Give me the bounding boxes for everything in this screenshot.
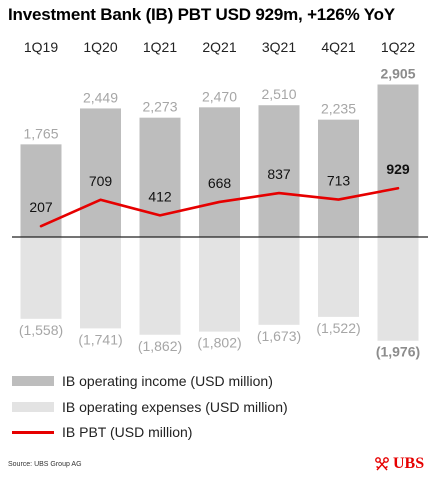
income-bar-3Q21 — [258, 105, 300, 237]
expense-bar-1Q22 — [377, 237, 419, 341]
category-label-1Q21: 1Q21 — [143, 39, 177, 55]
category-labels: 1Q19 1Q20 1Q21 2Q21 3Q21 4Q21 1Q22 — [24, 39, 415, 55]
expense-bar-4Q21 — [318, 237, 359, 317]
pbt-label-1Q21: 412 — [148, 188, 172, 204]
income-bar-4Q21 — [318, 119, 359, 237]
legend-label-income: IB operating income (USD million) — [62, 373, 273, 389]
expense-bar-3Q21 — [258, 237, 300, 325]
bar-marks — [20, 84, 419, 341]
expense-label-1Q20: (1,741) — [78, 331, 122, 347]
pbt-label-1Q22: 929 — [386, 161, 410, 177]
income-bar-1Q22 — [377, 84, 419, 237]
pbt-label-2Q21: 668 — [208, 175, 232, 191]
source-note: Source: UBS Group AG — [8, 461, 82, 468]
expense-label-1Q21: (1,862) — [138, 338, 182, 354]
chart-title: Investment Bank (IB) PBT USD 929m, +126%… — [8, 5, 395, 24]
ubs-wordmark: UBS — [393, 455, 425, 472]
expense-label-2Q21: (1,802) — [197, 335, 241, 351]
income-label-1Q19: 1,765 — [23, 125, 58, 141]
gray-bar-swatch — [12, 376, 54, 386]
legend-item-expenses: IB operating expenses (USD million) — [12, 397, 312, 417]
expense-label-1Q22: (1,976) — [376, 344, 420, 360]
light-gray-bar-swatch — [12, 402, 54, 412]
income-bar-1Q21 — [139, 117, 181, 237]
legend-label-pbt: IB PBT (USD million) — [62, 424, 193, 440]
expense-bar-1Q19 — [20, 237, 62, 319]
pbt-label-4Q21: 713 — [327, 173, 351, 189]
pbt-line-series — [39, 186, 400, 228]
expense-label-3Q21: (1,673) — [257, 328, 301, 344]
ubs-logo: UBS — [374, 454, 432, 474]
legend-item-pbt: IB PBT (USD million) — [12, 422, 312, 442]
income-label-1Q22: 2,905 — [380, 65, 415, 81]
category-label-3Q21: 3Q21 — [262, 39, 296, 55]
value-labels: 1,765 (1,558) 207 2,449 (1,741) 709 2,273 (1,86… — [19, 65, 420, 359]
income-label-4Q21: 2,235 — [321, 101, 356, 117]
income-bar-1Q19 — [20, 144, 62, 237]
expense-bar-1Q21 — [139, 237, 181, 335]
category-label-2Q21: 2Q21 — [202, 39, 236, 55]
expense-label-4Q21: (1,522) — [316, 320, 360, 336]
category-label-1Q19: 1Q19 — [24, 39, 58, 55]
crossed-keys-icon — [375, 457, 389, 471]
category-label-1Q22: 1Q22 — [381, 39, 415, 55]
red-line-swatch — [12, 430, 54, 434]
legend-label-expenses: IB operating expenses (USD million) — [62, 399, 288, 415]
pbt-label-1Q19: 207 — [29, 199, 53, 215]
pbt-label-3Q21: 837 — [267, 166, 291, 182]
expense-label-1Q19: (1,558) — [19, 322, 63, 338]
income-label-1Q20: 2,449 — [83, 89, 118, 105]
category-label-4Q21: 4Q21 — [321, 39, 355, 55]
income-label-3Q21: 2,510 — [261, 86, 296, 102]
expense-bar-1Q20 — [80, 237, 121, 329]
income-bar-2Q21 — [199, 107, 240, 237]
category-label-1Q20: 1Q20 — [83, 39, 117, 55]
income-label-1Q21: 2,273 — [142, 99, 177, 115]
legend-item-income: IB operating income (USD million) — [12, 371, 312, 391]
income-bar-1Q20 — [80, 108, 121, 238]
pbt-line — [39, 186, 400, 228]
income-label-2Q21: 2,470 — [202, 88, 237, 104]
expense-bar-2Q21 — [199, 237, 240, 332]
pbt-label-1Q20: 709 — [89, 173, 113, 189]
